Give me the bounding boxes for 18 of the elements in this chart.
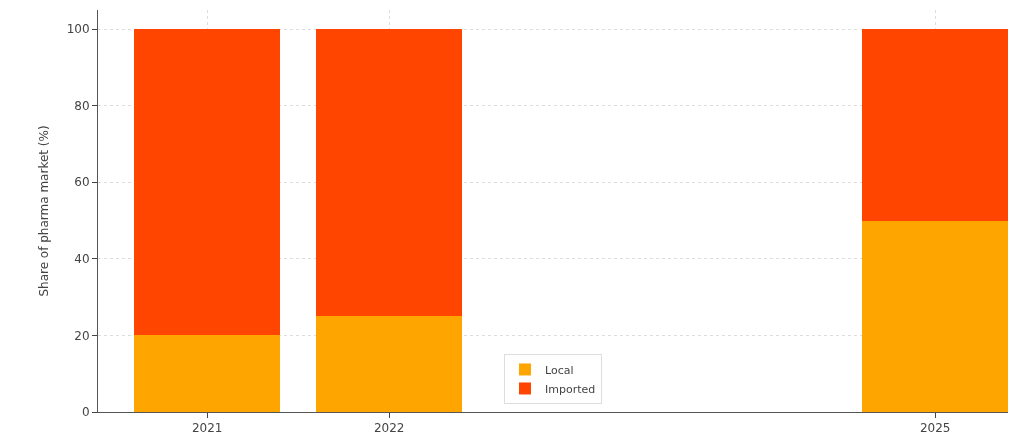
- bar: [134, 29, 280, 336]
- x-tick-label: 2022: [373, 421, 405, 436]
- legend-label: Local: [545, 363, 574, 377]
- y-tick-label: 60: [74, 175, 90, 190]
- legend-label: Imported: [545, 382, 596, 396]
- y-axis-title: Share of pharma market (%): [36, 125, 51, 297]
- y-tick-label: 80: [74, 98, 90, 113]
- bar: [862, 29, 1008, 221]
- x-tick-label: 2021: [191, 421, 223, 436]
- bar: [316, 316, 462, 412]
- y-tick-label: 40: [74, 252, 90, 267]
- x-tick-label: 2025: [919, 421, 951, 436]
- bar: [316, 29, 462, 317]
- bar: [862, 220, 1008, 412]
- y-tick-label: 20: [74, 328, 90, 343]
- y-tick-label: 0: [81, 405, 90, 420]
- bar: [134, 335, 280, 412]
- y-tick-label: 100: [66, 22, 90, 37]
